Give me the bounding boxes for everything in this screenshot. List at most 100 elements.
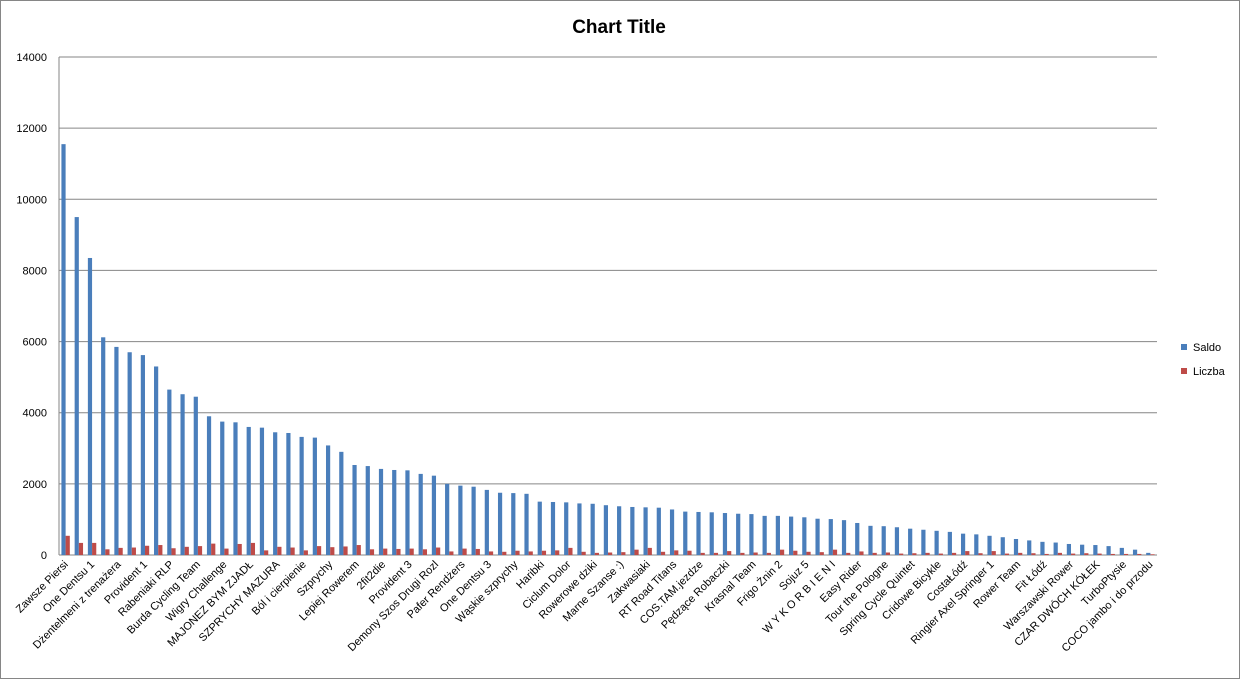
- bar: [352, 465, 357, 555]
- bar: [105, 549, 110, 555]
- bar: [908, 528, 913, 555]
- bar: [290, 547, 295, 555]
- bar: [87, 257, 93, 555]
- bar: [828, 519, 833, 555]
- legend-label: Saldo: [1193, 342, 1221, 354]
- bar: [431, 475, 437, 555]
- bar: [947, 531, 952, 555]
- bar: [154, 366, 159, 555]
- bar: [1027, 540, 1032, 555]
- bar: [912, 553, 917, 555]
- bar: [422, 549, 427, 555]
- bar: [250, 542, 256, 555]
- bar: [101, 337, 106, 555]
- y-tick-label: 8000: [23, 265, 47, 277]
- bar: [246, 426, 251, 555]
- bar: [846, 552, 851, 555]
- bar: [264, 550, 269, 555]
- bar: [378, 468, 384, 555]
- bar: [581, 551, 586, 555]
- bar: [1150, 554, 1155, 555]
- bar: [669, 509, 675, 555]
- bar: [775, 515, 780, 555]
- legend-swatch: [1181, 344, 1187, 350]
- bar: [921, 529, 926, 555]
- bar: [894, 527, 900, 555]
- bar: [405, 470, 410, 555]
- bar: [158, 545, 163, 555]
- bar: [660, 551, 666, 555]
- bar: [1018, 552, 1023, 555]
- bar: [356, 545, 361, 555]
- bar: [789, 516, 794, 555]
- bar: [594, 552, 599, 555]
- bar: [925, 552, 930, 555]
- bar: [603, 505, 608, 555]
- bar: [224, 548, 229, 555]
- bar: [550, 501, 556, 555]
- bar: [1132, 549, 1138, 555]
- bar: [140, 355, 145, 555]
- bar: [78, 542, 84, 555]
- bar: [753, 552, 758, 555]
- bar: [220, 421, 225, 555]
- bar: [475, 548, 480, 555]
- bar: [577, 503, 582, 555]
- bar: [683, 511, 688, 555]
- bar: [978, 553, 983, 555]
- bar: [713, 552, 719, 555]
- bar: [418, 473, 423, 555]
- bar: [762, 515, 767, 555]
- bar: [316, 546, 322, 555]
- bar: [114, 346, 119, 555]
- bar: [859, 551, 864, 555]
- y-tick-label: 12000: [16, 123, 47, 135]
- bar: [299, 436, 304, 555]
- bar: [502, 551, 507, 555]
- bar: [987, 535, 992, 555]
- bar: [1084, 553, 1089, 555]
- legend-swatch: [1181, 368, 1187, 374]
- bar: [488, 551, 494, 555]
- bar: [193, 396, 198, 555]
- bar: [647, 547, 652, 555]
- bar: [1031, 553, 1036, 555]
- bar: [445, 483, 450, 555]
- bar: [815, 518, 820, 555]
- bar: [497, 492, 503, 555]
- bar: [736, 513, 741, 555]
- bar: [541, 550, 547, 555]
- y-tick-label: 6000: [23, 337, 47, 349]
- bar: [621, 552, 626, 555]
- bar: [515, 550, 520, 555]
- bar: [991, 551, 996, 555]
- y-tick-label: 14000: [16, 52, 47, 64]
- bar: [462, 548, 467, 555]
- bar: [819, 552, 824, 555]
- bar: [233, 422, 238, 555]
- bar: [180, 394, 185, 555]
- bar: [868, 525, 873, 555]
- bar: [325, 445, 331, 555]
- bar: [127, 352, 132, 555]
- bar: [749, 514, 754, 555]
- bar: [383, 548, 388, 555]
- bar: [211, 543, 216, 555]
- bar: [564, 502, 569, 555]
- bar: [369, 549, 375, 555]
- bar: [832, 549, 838, 555]
- bar: [722, 513, 728, 555]
- bar: [1004, 553, 1010, 555]
- bar: [855, 522, 860, 555]
- bar: [273, 432, 278, 555]
- bar: [409, 548, 414, 555]
- bar: [1044, 553, 1049, 555]
- bar: [696, 511, 701, 555]
- bar: [184, 546, 189, 555]
- bar: [617, 506, 622, 555]
- bar: [643, 507, 648, 555]
- bar: [1123, 553, 1129, 555]
- bar: [131, 547, 136, 555]
- bar: [528, 551, 533, 555]
